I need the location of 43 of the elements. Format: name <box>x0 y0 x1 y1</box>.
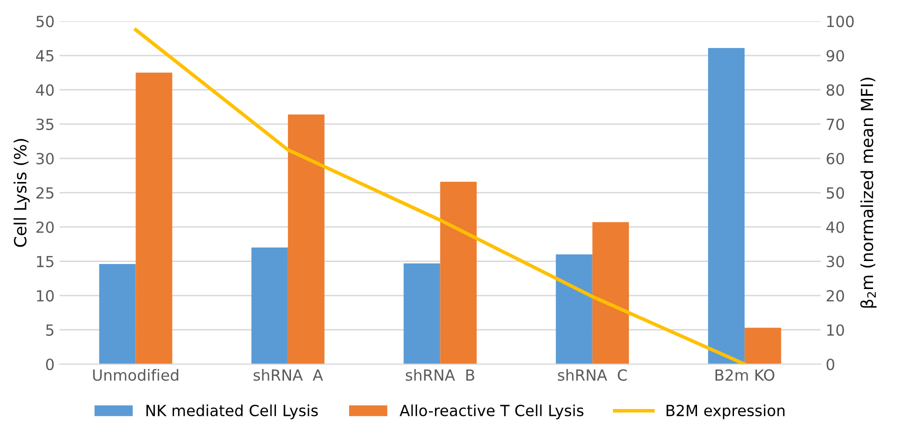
bar <box>136 72 172 364</box>
y-tick-label: 5 <box>46 324 54 336</box>
y-tick-label: 25 <box>36 187 54 199</box>
bar <box>592 222 629 364</box>
bar <box>99 264 136 364</box>
x-tick-label: shRNA C <box>558 369 627 381</box>
y2-tick-label: 90 <box>826 50 844 62</box>
y-tick-label: 40 <box>36 84 54 96</box>
y2-tick-label: 10 <box>827 324 844 336</box>
y2-tick-label: 100 <box>827 16 854 28</box>
y-tick-label: 45 <box>36 50 54 62</box>
y2-tick-label: 0 <box>826 358 834 370</box>
y-tick-label: 50 <box>36 16 54 28</box>
y-tick-label: 0 <box>46 358 54 370</box>
bar <box>440 182 477 364</box>
legend-label: Allo-reactive T Cell Lysis <box>400 404 584 420</box>
x-tick-label: Unmodified <box>93 369 178 381</box>
bar <box>251 248 288 364</box>
y2-tick-label: 30 <box>826 256 844 268</box>
y-tick-label: 15 <box>36 256 54 268</box>
y-tick-label: 35 <box>36 118 54 130</box>
bar <box>404 263 440 364</box>
y2-tick-label: 80 <box>826 84 844 96</box>
bar <box>708 48 745 364</box>
y2-tick-label: 20 <box>826 290 844 302</box>
y2-axis-title: β$_{2}$m (normalized mean MFI) <box>860 78 877 308</box>
y2-tick-label: 40 <box>826 221 844 233</box>
x-tick-label: B2m KO <box>716 369 774 381</box>
y-tick-label: 10 <box>36 290 54 302</box>
y-tick-label: 20 <box>36 221 54 233</box>
bar <box>744 328 782 364</box>
bar <box>556 254 592 364</box>
x-tick-label: shRNA A <box>254 369 323 381</box>
legend-label: NK mediated Cell Lysis <box>146 404 318 420</box>
y2-tick-label: 70 <box>826 118 844 130</box>
y2-tick-label: 60 <box>826 152 844 164</box>
y-tick-label: 30 <box>36 152 54 164</box>
x-tick-label: shRNA B <box>406 369 474 381</box>
bar <box>288 114 324 364</box>
legend-label: B2M expression <box>666 404 784 420</box>
y2-tick-label: 50 <box>826 187 844 199</box>
line-series <box>134 28 746 364</box>
y-axis-title: Cell Lysis (%) <box>14 139 30 247</box>
